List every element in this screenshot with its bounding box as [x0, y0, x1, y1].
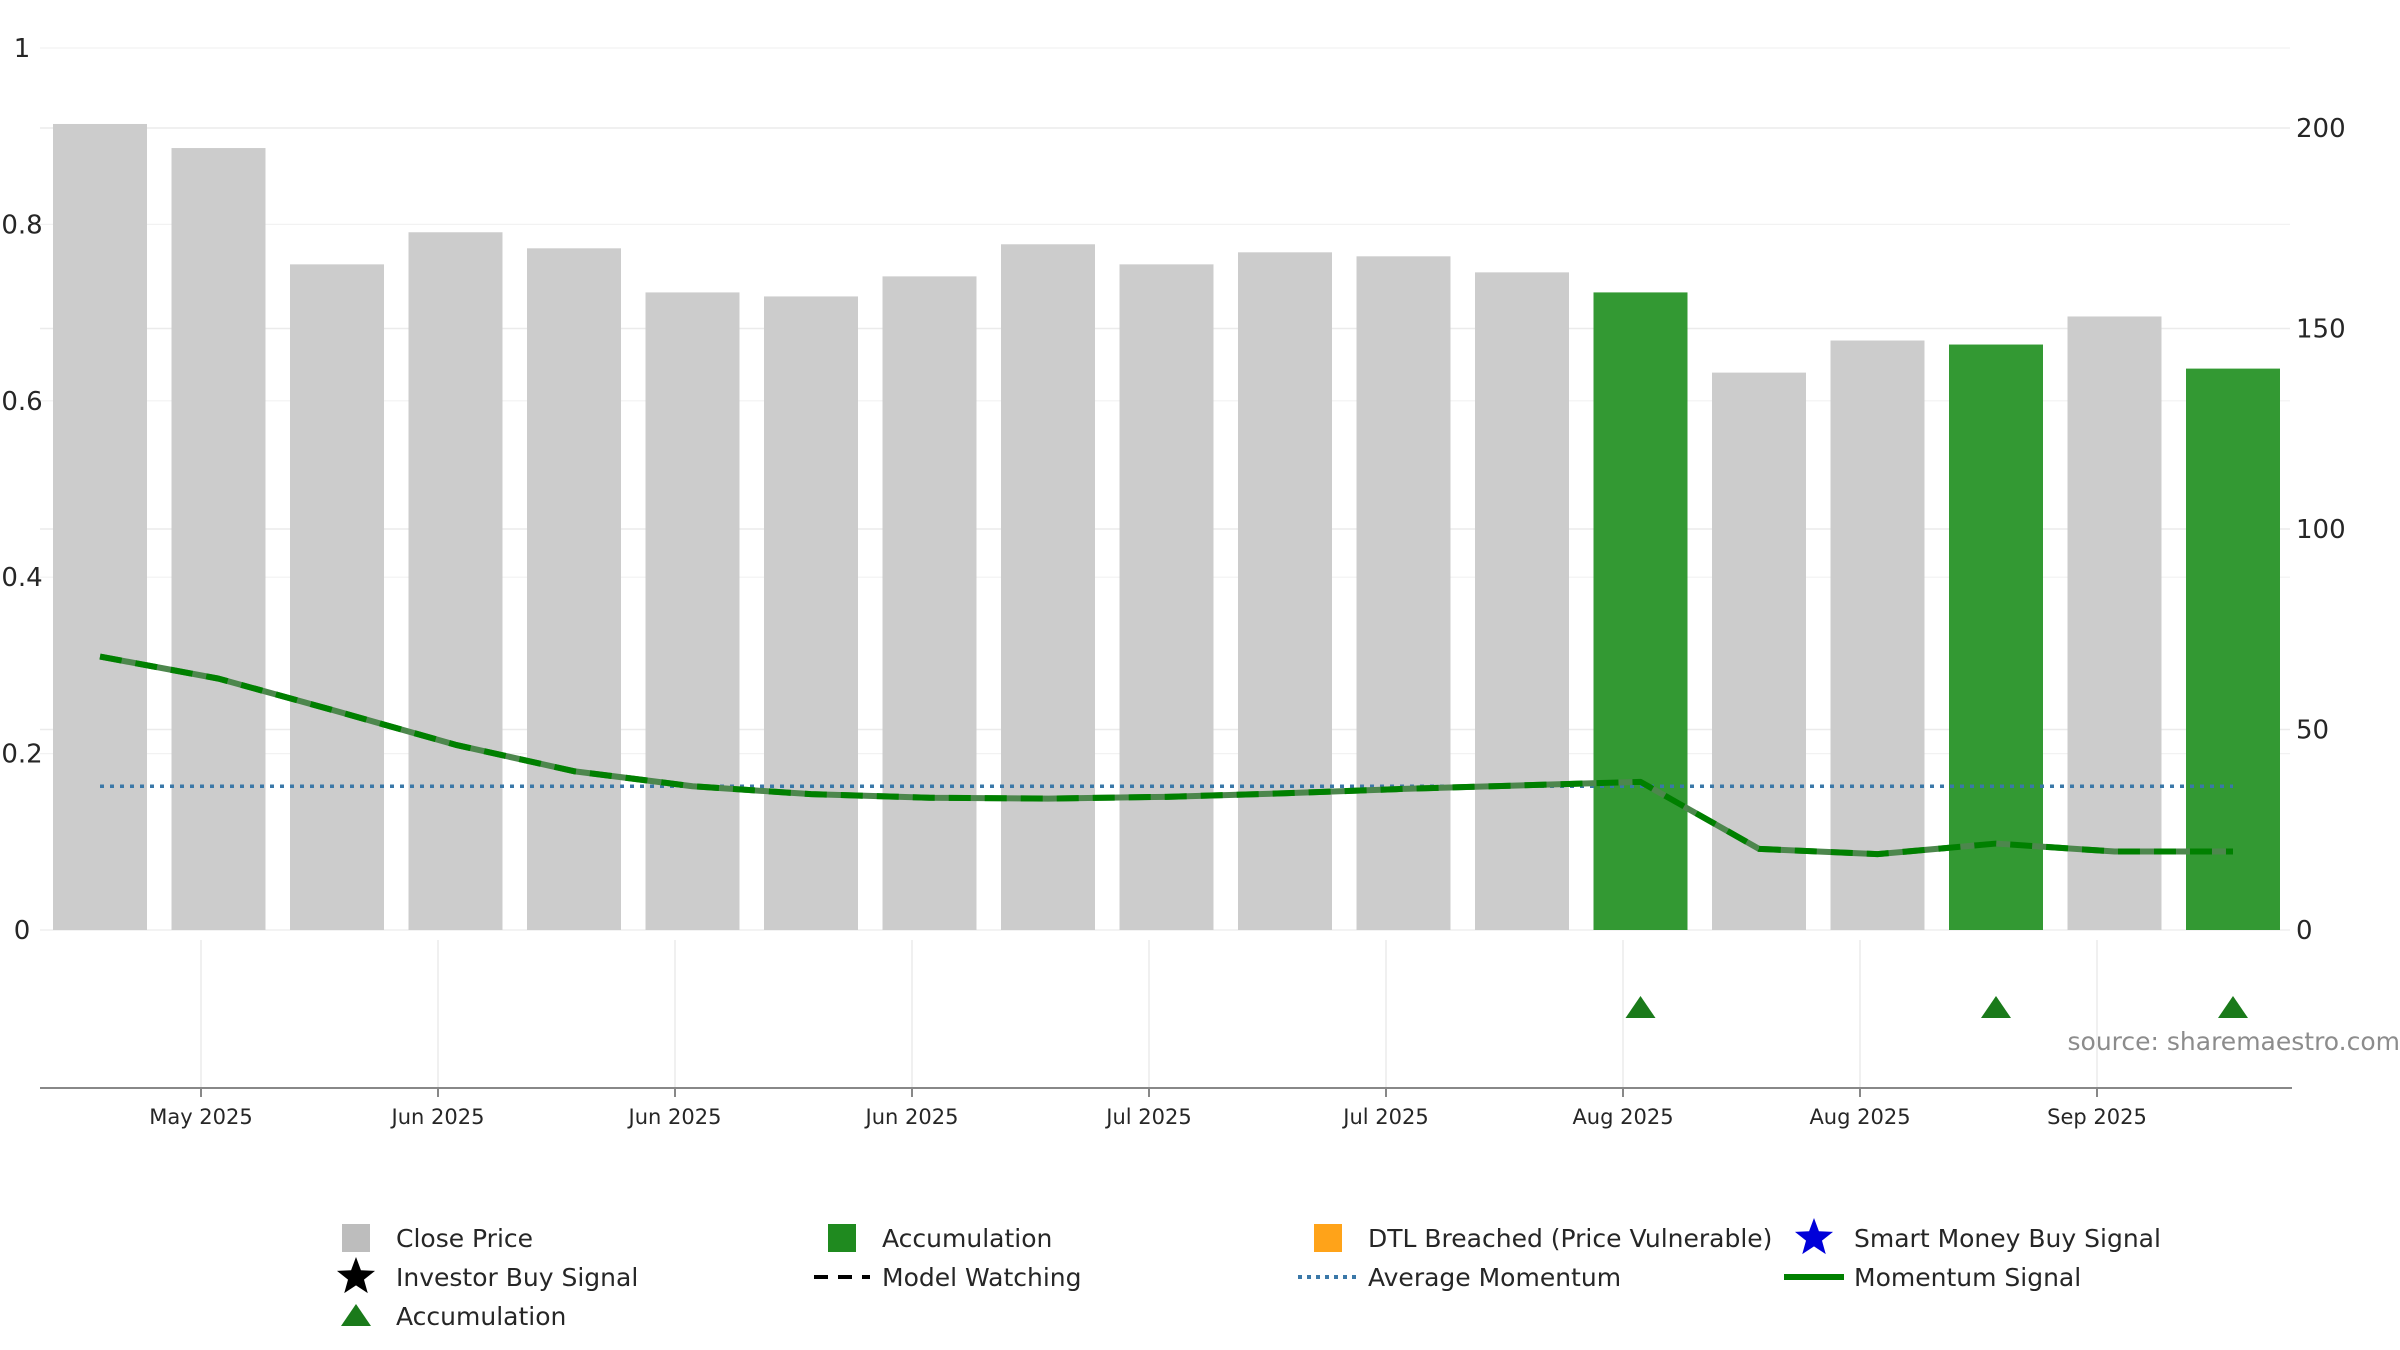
bars — [53, 123, 2280, 931]
close-price-bar — [1356, 256, 1451, 930]
left-tick-label: 0.2 — [1, 740, 42, 770]
close-price-bar — [2067, 316, 2162, 931]
legend-label: Momentum Signal — [1854, 1263, 2081, 1292]
accumulation-triangle-marker — [1981, 996, 2011, 1018]
close-price-bar — [645, 292, 740, 930]
legend-label: Model Watching — [882, 1263, 1082, 1292]
legend-label: Close Price — [396, 1224, 533, 1253]
close-price-bar — [1475, 272, 1569, 930]
legend-accumulation-triangle — [341, 1304, 371, 1326]
right-tick-label: 150 — [2296, 315, 2346, 345]
accumulation-triangle-marker — [2218, 996, 2248, 1018]
close-price-bar — [882, 276, 977, 930]
legend-label: Investor Buy Signal — [396, 1263, 638, 1292]
close-price-bar — [1830, 340, 1925, 930]
legend: Close Price Accumulation DTL Breached (Pri… — [336, 1218, 2161, 1331]
accumulation-bar — [2186, 368, 2280, 931]
close-price-bar — [171, 148, 266, 931]
legend-close-price-swatch — [342, 1224, 370, 1252]
close-price-bar — [1001, 244, 1095, 931]
lines — [99, 653, 2233, 858]
legend-investor-star-icon — [336, 1257, 376, 1294]
left-tick-label: 0.6 — [1, 387, 42, 417]
legend-label: Average Momentum — [1368, 1263, 1621, 1292]
x-tick-label: Jul 2025 — [1341, 1105, 1428, 1129]
legend-label: DTL Breached (Price Vulnerable) — [1368, 1224, 1772, 1253]
markers — [1625, 996, 2248, 1018]
close-price-bar — [290, 264, 384, 931]
x-tick-label: Sep 2025 — [2047, 1105, 2147, 1129]
legend-label: Accumulation — [882, 1224, 1052, 1253]
x-tick-label: Jul 2025 — [1104, 1105, 1191, 1129]
accumulation-triangle-marker — [1625, 996, 1656, 1018]
close-price-bar — [1238, 252, 1332, 930]
x-tick-label: Jun 2025 — [627, 1105, 722, 1129]
legend-dtl-swatch — [1314, 1224, 1342, 1252]
left-tick-label: 0 — [14, 916, 31, 946]
source-text: source: sharemaestro.com — [2068, 1027, 2400, 1056]
x-tick-label: Aug 2025 — [1572, 1105, 1673, 1129]
right-tick-label: 0 — [2296, 916, 2313, 946]
close-price-bar — [527, 248, 621, 931]
x-tick-label: Jun 2025 — [390, 1105, 485, 1129]
x-tick-label: Jun 2025 — [864, 1105, 959, 1129]
legend-label: Smart Money Buy Signal — [1854, 1224, 2161, 1253]
legend-label: Accumulation — [396, 1302, 566, 1331]
x-tick-label: May 2025 — [149, 1105, 253, 1129]
left-tick-label: 1 — [14, 34, 31, 64]
momentum-signal-dash — [99, 653, 2233, 858]
left-tick-label: 0.8 — [1, 210, 42, 240]
right-tick-label: 50 — [2296, 716, 2329, 746]
close-price-bar — [764, 296, 858, 930]
close-price-bar — [408, 232, 503, 930]
close-price-bar — [53, 123, 147, 931]
legend-accumulation-swatch — [828, 1224, 856, 1252]
right-tick-label: 200 — [2296, 114, 2346, 144]
legend-smart-money-star-icon — [1794, 1218, 1834, 1255]
x-tick-label: Aug 2025 — [1809, 1105, 1910, 1129]
close-price-bar — [1119, 264, 1214, 931]
accumulation-bar — [1949, 344, 2043, 930]
right-tick-label: 100 — [2296, 515, 2346, 545]
axes: 0 0.2 0.4 0.6 0.8 1 0 50 100 150 200 May 2025 Jun 20… — [1, 34, 2345, 1129]
accumulation-bar — [1593, 292, 1688, 930]
close-price-bar — [1712, 372, 1806, 930]
left-tick-label: 0.4 — [1, 563, 42, 593]
